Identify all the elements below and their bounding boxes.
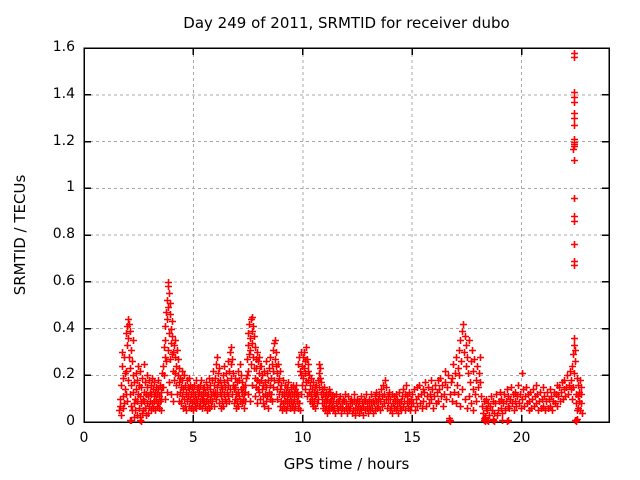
y-tick-label: 1.2 — [52, 132, 75, 149]
y-tick-label: 1.6 — [52, 39, 75, 55]
y-tick-label: 1 — [66, 179, 75, 196]
grid-lines — [84, 48, 609, 422]
y-tick-label: 1.4 — [52, 85, 75, 102]
y-tick-label: 0.8 — [52, 226, 75, 242]
data-points — [116, 50, 586, 425]
y-tick-label: 0 — [66, 413, 75, 429]
y-tick-label: 0.4 — [52, 319, 75, 336]
y-tick-label: 0.6 — [52, 272, 75, 289]
tick-marks — [83, 47, 609, 423]
x-tick-label: 15 — [403, 430, 422, 446]
chart-title: Day 249 of 2011, SRMTID for receiver dub… — [183, 14, 510, 32]
x-tick-label: 5 — [188, 430, 198, 446]
x-axis-title: GPS time / hours — [283, 455, 410, 473]
x-tick-label: 10 — [293, 430, 312, 446]
y-tick-label: 0.2 — [52, 366, 75, 383]
x-tick-label: 0 — [79, 430, 89, 446]
x-tick-label: 20 — [512, 430, 531, 446]
